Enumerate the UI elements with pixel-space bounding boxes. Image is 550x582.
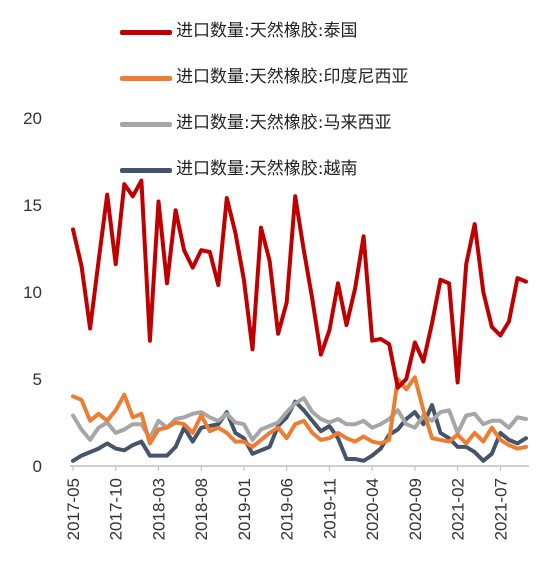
- series-line-0: [71, 178, 528, 390]
- legend-swatch-malaysia: [120, 122, 172, 127]
- y-tick-label: 10: [23, 283, 42, 302]
- legend-item-vietnam: 进口数量:天然橡胶:越南: [120, 148, 540, 194]
- y-tick-label: 20: [23, 109, 42, 128]
- legend-item-indonesia: 进口数量:天然橡胶:印度尼西亚: [120, 56, 540, 102]
- legend-swatch-indonesia: [120, 76, 172, 81]
- legend-label-indonesia: 进口数量:天然橡胶:印度尼西亚: [176, 67, 409, 87]
- x-tick-label: 2020-09: [406, 478, 425, 540]
- x-tick-label: 2018-03: [149, 478, 168, 540]
- y-tick-label: 15: [23, 196, 42, 215]
- legend-item-thailand: 进口数量:天然橡胶:泰国: [120, 10, 540, 56]
- y-tick-label: 0: [33, 457, 42, 476]
- legend-swatch-thailand: [120, 30, 172, 35]
- legend-swatch-vietnam: [120, 168, 172, 173]
- x-tick-label: 2017-10: [107, 478, 126, 540]
- x-tick-label: 2019-06: [278, 478, 297, 540]
- legend-label-vietnam: 进口数量:天然橡胶:越南: [176, 159, 358, 179]
- axis-layer: 0 5 10 15 20 2017-05 2017-10 2018-03 2018-08 2019…: [23, 109, 529, 540]
- legend-label-thailand: 进口数量:天然橡胶:泰国: [176, 21, 358, 41]
- x-tick-label: 2017-05: [64, 478, 83, 540]
- x-tick-label: 2021-07: [491, 478, 510, 540]
- legend-label-malaysia: 进口数量:天然橡胶:马来西亚: [176, 113, 392, 133]
- x-tick-label: 2019-01: [235, 478, 254, 540]
- lines-layer: [71, 178, 528, 463]
- legend-item-malaysia: 进口数量:天然橡胶:马来西亚: [120, 102, 540, 148]
- series-line-1: [71, 375, 528, 451]
- x-tick-label: 2020-04: [363, 478, 382, 540]
- y-tick-label: 5: [33, 370, 42, 389]
- x-tick-label: 2021-02: [449, 478, 468, 540]
- legend: 进口数量:天然橡胶:泰国 进口数量:天然橡胶:印度尼西亚 进口数量:天然橡胶:马…: [120, 10, 540, 194]
- x-tick-label: 2018-08: [192, 478, 211, 540]
- x-tick-label: 2019-11: [320, 478, 339, 539]
